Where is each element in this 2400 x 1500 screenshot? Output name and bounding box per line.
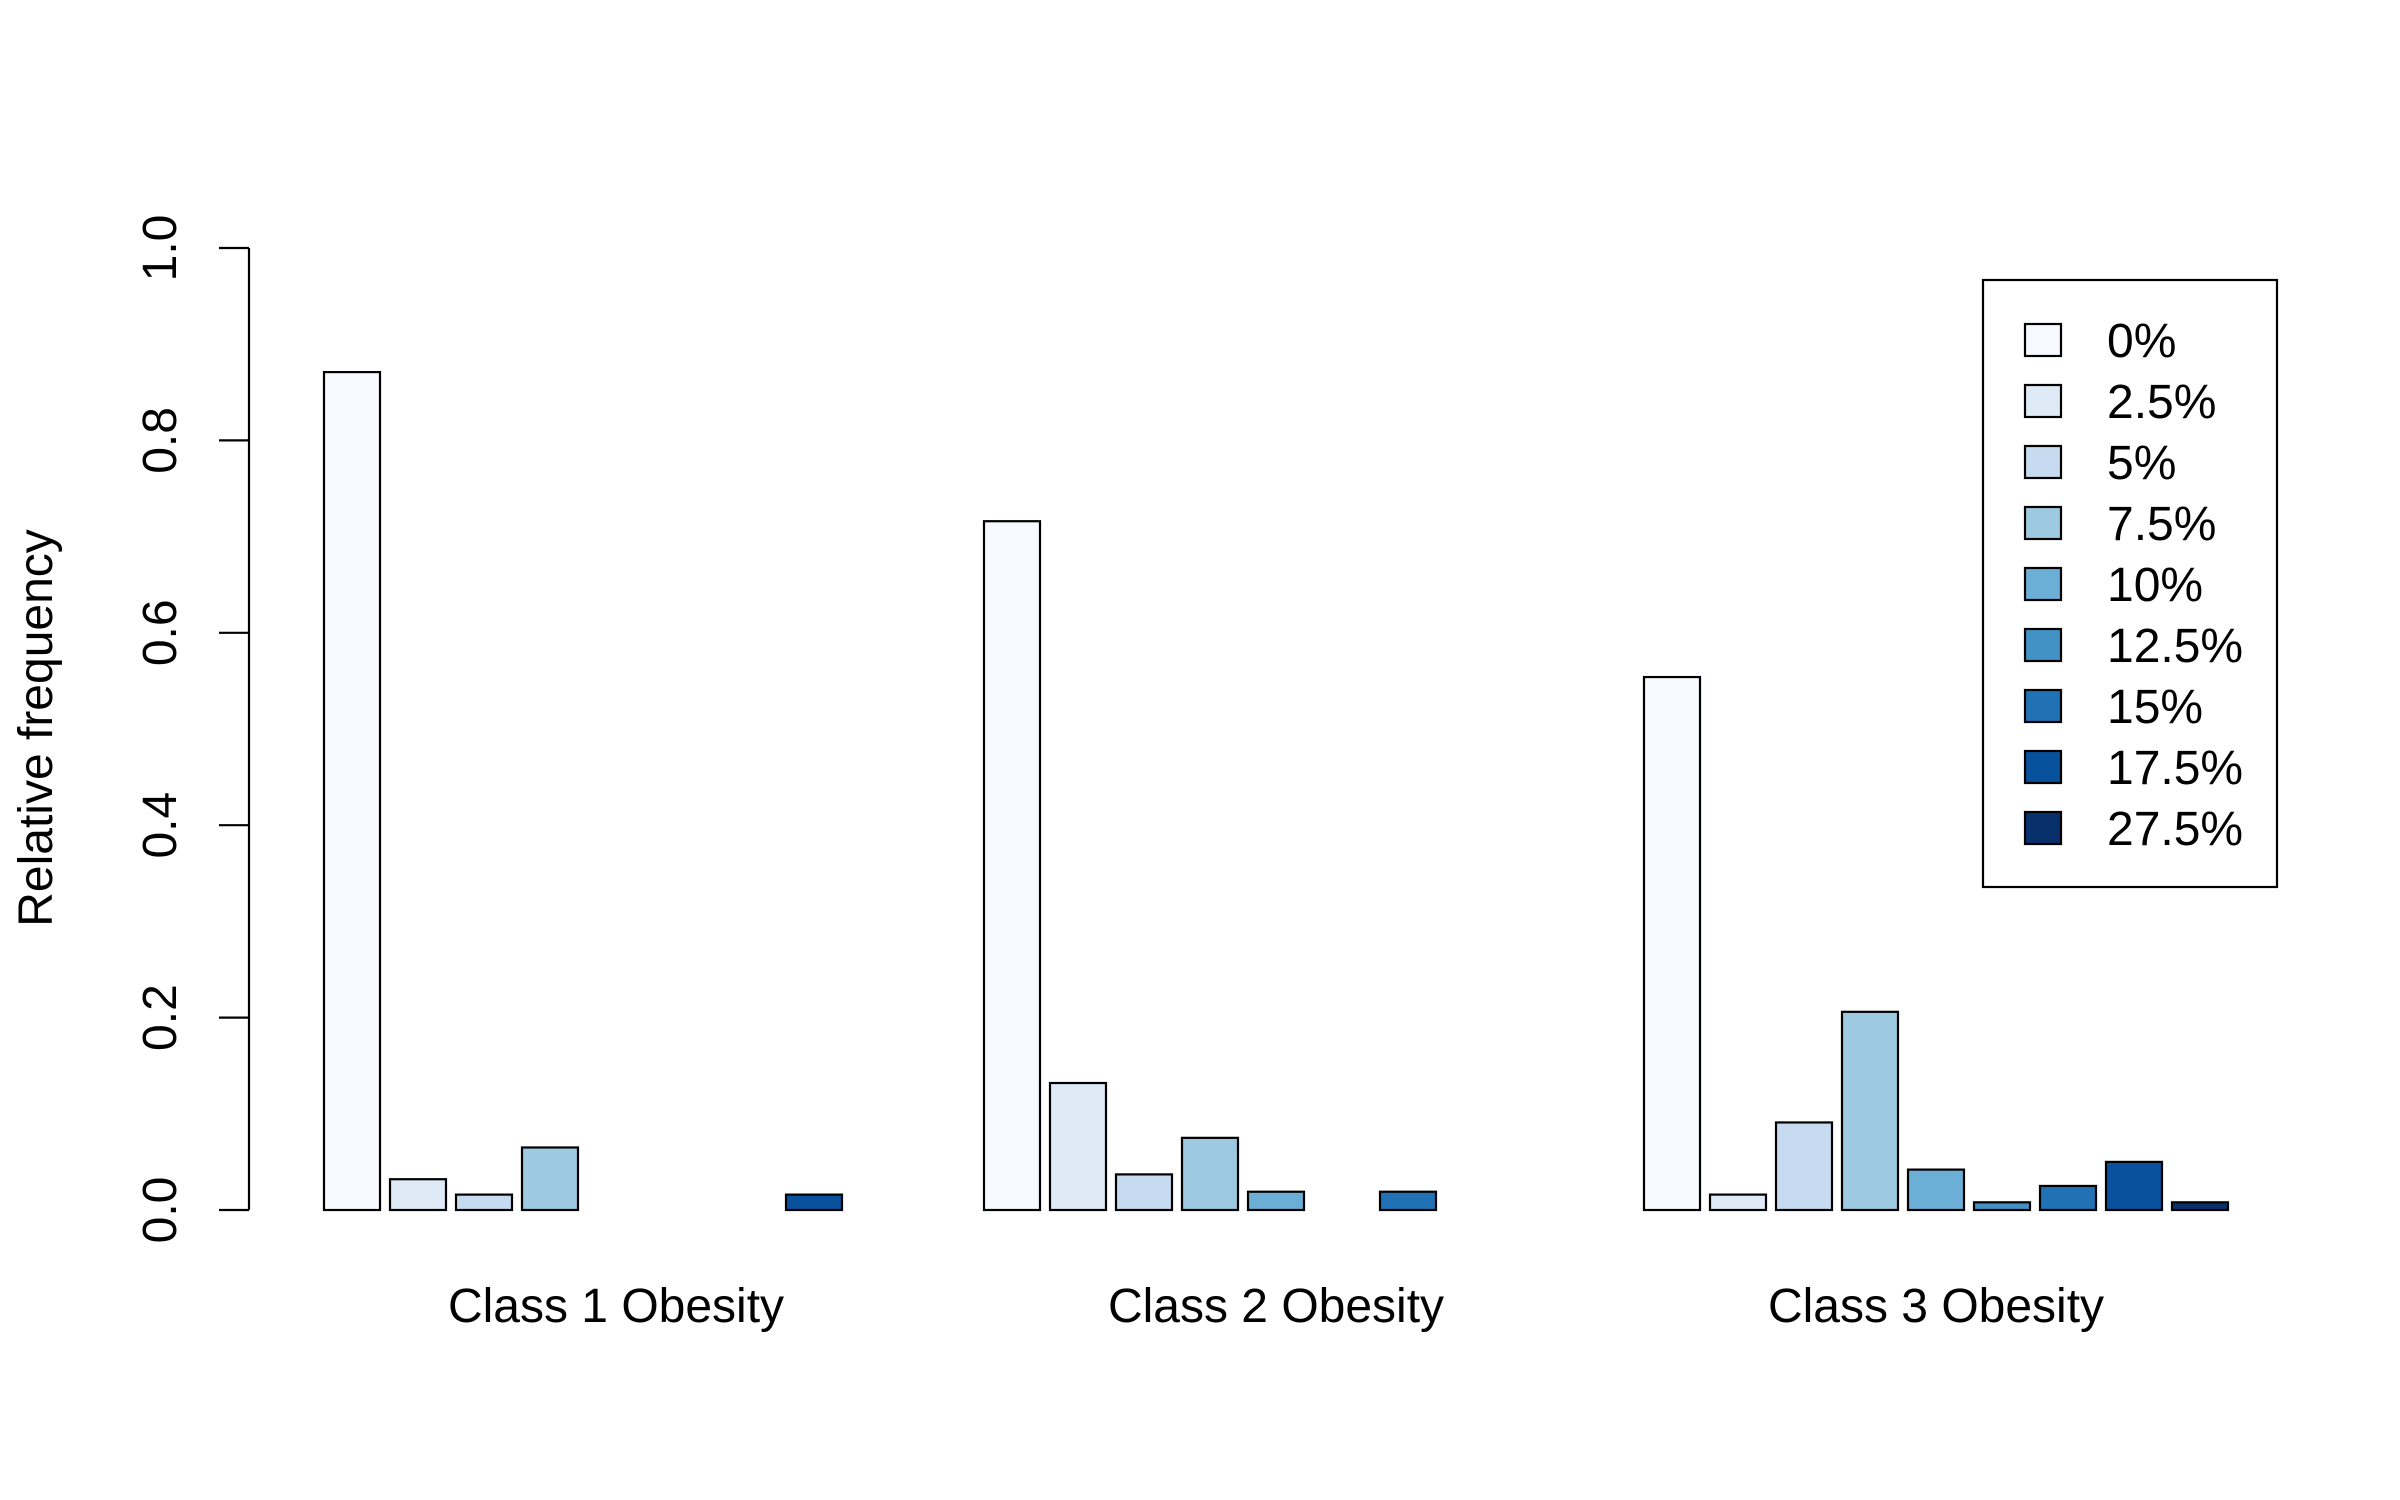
legend-label: 10% xyxy=(2107,559,2203,612)
bar-class-1-obesity-2.5pct xyxy=(388,1178,448,1212)
legend-label: 12.5% xyxy=(2107,620,2243,673)
legend: 0% 2.5% 5% 7.5% 10% 12.5% 15% 17.5% 27.5% xyxy=(1981,278,2279,889)
bar-class-2-obesity-0pct xyxy=(982,520,1042,1212)
bar-class-3-obesity-7.5pct xyxy=(1840,1010,1900,1212)
bar-class-3-obesity-17.5pct xyxy=(2104,1160,2164,1212)
legend-swatch xyxy=(2023,322,2063,358)
legend-label: 2.5% xyxy=(2107,376,2216,429)
legend-label: 0% xyxy=(2107,315,2176,368)
legend-swatch xyxy=(2023,444,2063,480)
x-category-label: Class 1 Obesity xyxy=(448,1280,784,1333)
bar-class-3-obesity-27.5pct xyxy=(2170,1201,2230,1212)
bar-class-1-obesity-5pct xyxy=(454,1193,514,1212)
bar-class-1-obesity-0pct xyxy=(322,370,382,1212)
bar-class-3-obesity-10pct xyxy=(1906,1168,1966,1212)
group-labels: Class 1 Obesity Class 2 Obesity Class 3 Ob… xyxy=(448,1280,2104,1333)
legend-swatch xyxy=(2023,627,2063,663)
bar-class-1-obesity-7.5pct xyxy=(520,1146,580,1212)
bar-class-3-obesity-12.5pct xyxy=(1972,1201,2032,1212)
legend-swatch xyxy=(2023,566,2063,602)
legend-swatch xyxy=(2023,383,2063,419)
x-category-label: Class 3 Obesity xyxy=(1768,1280,2104,1333)
legend-label: 5% xyxy=(2107,437,2176,490)
legend-swatch xyxy=(2023,505,2063,541)
legend-box xyxy=(1981,278,2279,889)
bar-class-3-obesity-5pct xyxy=(1774,1121,1834,1212)
legend-label: 27.5% xyxy=(2107,803,2243,856)
y-tick-label: 0.4 xyxy=(134,792,187,859)
bar-class-3-obesity-0pct xyxy=(1642,675,1702,1212)
y-tick-label: 0.8 xyxy=(134,407,187,474)
y-tick-label: 1.0 xyxy=(134,215,187,282)
legend-swatch xyxy=(2023,688,2063,724)
y-tick-label: 0.0 xyxy=(134,1177,187,1244)
bar-class-1-obesity-17.5pct xyxy=(784,1193,844,1212)
y-tick-label: 0.2 xyxy=(134,984,187,1051)
x-category-label: Class 2 Obesity xyxy=(1108,1280,1444,1333)
bar-class-2-obesity-2.5pct xyxy=(1048,1081,1108,1212)
bar-class-2-obesity-7.5pct xyxy=(1180,1136,1240,1212)
y-tick-label: 0.6 xyxy=(134,599,187,666)
bar-class-2-obesity-10pct xyxy=(1246,1190,1306,1212)
bars xyxy=(322,370,2230,1212)
legend-swatch xyxy=(2023,749,2063,785)
legend-label: 7.5% xyxy=(2107,498,2216,551)
y-axis-title: Relative frequency xyxy=(10,529,63,927)
legend-swatch xyxy=(2023,810,2063,846)
bar-class-2-obesity-5pct xyxy=(1114,1173,1174,1212)
bar-class-2-obesity-15pct xyxy=(1378,1190,1438,1212)
bar-class-3-obesity-15pct xyxy=(2038,1184,2098,1212)
legend-label: 17.5% xyxy=(2107,742,2243,795)
bar-class-3-obesity-2.5pct xyxy=(1708,1193,1768,1212)
legend-label: 15% xyxy=(2107,681,2203,734)
y-axis: 0.0 0.2 0.4 0.6 0.8 1.0 xyxy=(134,215,251,1244)
